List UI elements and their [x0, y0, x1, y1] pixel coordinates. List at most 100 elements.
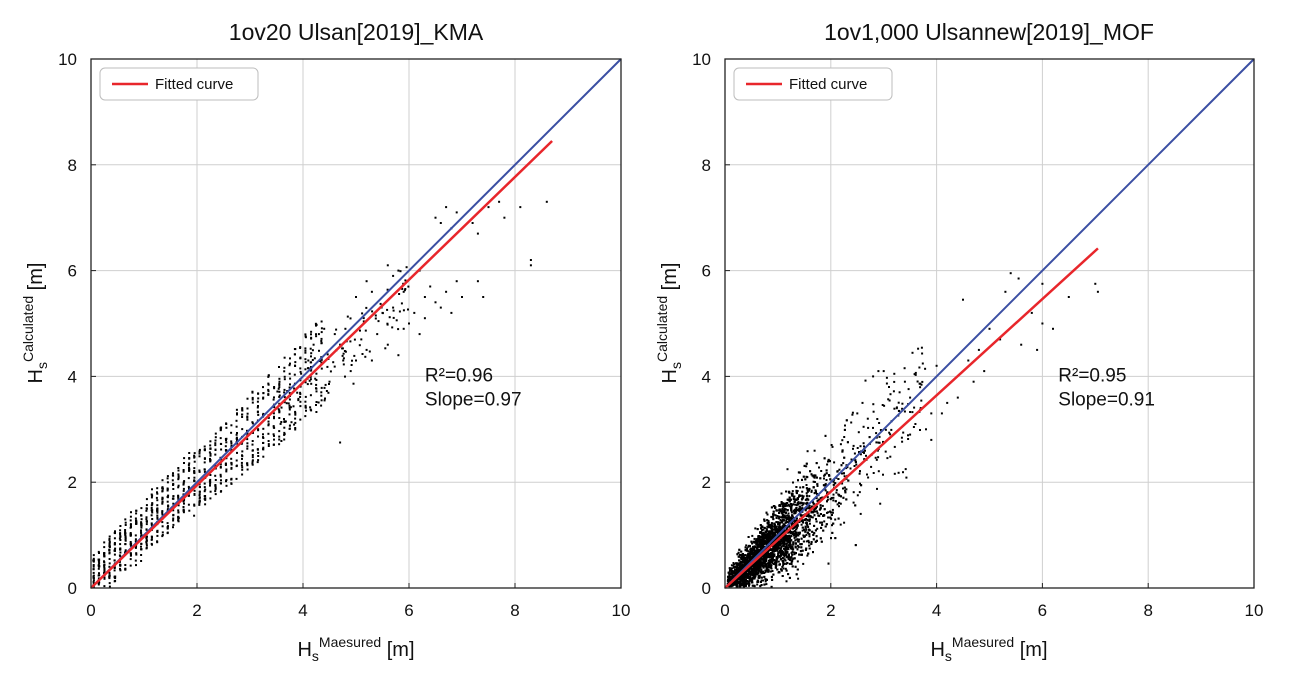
scatter-point	[225, 422, 228, 425]
scatter-point	[320, 342, 323, 345]
scatter-point	[332, 361, 335, 364]
scatter-point	[124, 537, 127, 540]
scatter-point	[770, 575, 773, 578]
scatter-point	[397, 269, 400, 272]
scatter-point	[315, 387, 318, 390]
scatter-point	[278, 395, 281, 398]
scatter-point	[773, 553, 776, 556]
scatter-point	[92, 560, 95, 563]
scatter-point	[119, 525, 122, 527]
scatter-point	[757, 535, 760, 537]
scatter-point	[786, 502, 789, 504]
scatter-point	[399, 270, 402, 273]
scatter-point	[755, 563, 758, 566]
scatter-point	[820, 526, 823, 529]
scatter-point	[786, 551, 789, 553]
scatter-point	[771, 570, 774, 572]
scatter-point	[792, 481, 794, 484]
scatter-point	[108, 543, 111, 546]
scatter-point	[773, 526, 776, 529]
scatter-point	[134, 534, 137, 537]
scatter-point	[214, 479, 217, 481]
slope-label: Slope=0.97	[425, 390, 522, 411]
y-axis-label: HsCalculated [m]	[20, 263, 50, 384]
scatter-point	[166, 500, 169, 503]
scatter-point	[395, 319, 398, 322]
scatter-point	[300, 372, 303, 375]
scatter-point	[198, 470, 201, 473]
scatter-point	[439, 306, 442, 309]
scatter-point	[788, 562, 791, 565]
scatter-point	[778, 555, 780, 558]
scatter-point	[294, 417, 297, 420]
scatter-point	[762, 531, 765, 534]
scatter-point	[341, 354, 344, 357]
scatter-point	[304, 347, 307, 350]
scatter-point	[235, 477, 238, 480]
scatter-point	[805, 528, 808, 531]
scatter-point	[727, 571, 730, 574]
scatter-point	[746, 559, 749, 562]
scatter-point	[791, 523, 794, 525]
scatter-point	[124, 532, 127, 535]
scatter-point	[267, 424, 270, 427]
scatter-point	[283, 401, 286, 404]
scatter-point	[92, 557, 95, 560]
scatter-point	[735, 579, 738, 582]
chart-title: 1ov20 Ulsan[2019]_KMA	[229, 19, 484, 45]
scatter-point	[267, 423, 270, 426]
scatter-point	[140, 548, 143, 551]
scatter-point	[198, 500, 201, 503]
scatter-point	[796, 544, 799, 547]
scatter-point	[257, 429, 260, 432]
scatter-point	[776, 549, 779, 552]
scatter-point	[288, 424, 291, 427]
scatter-point	[771, 532, 774, 535]
scatter-point	[738, 548, 741, 551]
scatter-point	[799, 513, 802, 516]
scatter-point	[764, 578, 767, 581]
scatter-point	[246, 416, 249, 419]
scatter-point	[273, 396, 275, 399]
scatter-point	[364, 329, 367, 332]
scatter-point	[92, 579, 95, 582]
scatter-point	[145, 537, 148, 540]
scatter-point	[276, 390, 279, 393]
scatter-point	[246, 415, 249, 418]
x-tick-label: 8	[510, 601, 519, 620]
scatter-point	[386, 264, 389, 267]
scatter-point	[119, 533, 122, 536]
scatter-point	[360, 338, 363, 341]
scatter-point	[844, 489, 847, 492]
scatter-point	[119, 539, 122, 541]
scatter-point	[792, 543, 795, 546]
scatter-point	[150, 496, 153, 499]
scatter-point	[299, 347, 302, 349]
scatter-point	[781, 565, 784, 568]
scatter-point	[749, 545, 751, 548]
scatter-point	[97, 577, 100, 580]
scatter-point	[177, 495, 180, 498]
scatter-point	[782, 539, 785, 542]
scatter-point	[765, 578, 768, 581]
scatter-point	[182, 511, 185, 514]
scatter-point	[808, 518, 811, 521]
scatter-point	[327, 391, 330, 394]
scatter-point	[758, 538, 761, 541]
scatter-point	[753, 545, 756, 548]
scatter-point	[759, 531, 762, 534]
scatter-point	[775, 558, 778, 561]
scatter-point	[371, 310, 374, 313]
scatter-point	[325, 390, 328, 392]
scatter-point	[278, 366, 280, 368]
legend-label: Fitted curve	[155, 76, 233, 93]
scatter-point	[763, 572, 766, 574]
scatter-point	[328, 383, 330, 385]
scatter-point	[161, 525, 164, 528]
scatter-point	[145, 516, 148, 519]
scatter-point	[113, 580, 116, 583]
scatter-point	[362, 317, 365, 320]
scatter-point	[92, 571, 95, 574]
scatter-point	[272, 433, 275, 436]
scatter-point	[790, 504, 793, 507]
